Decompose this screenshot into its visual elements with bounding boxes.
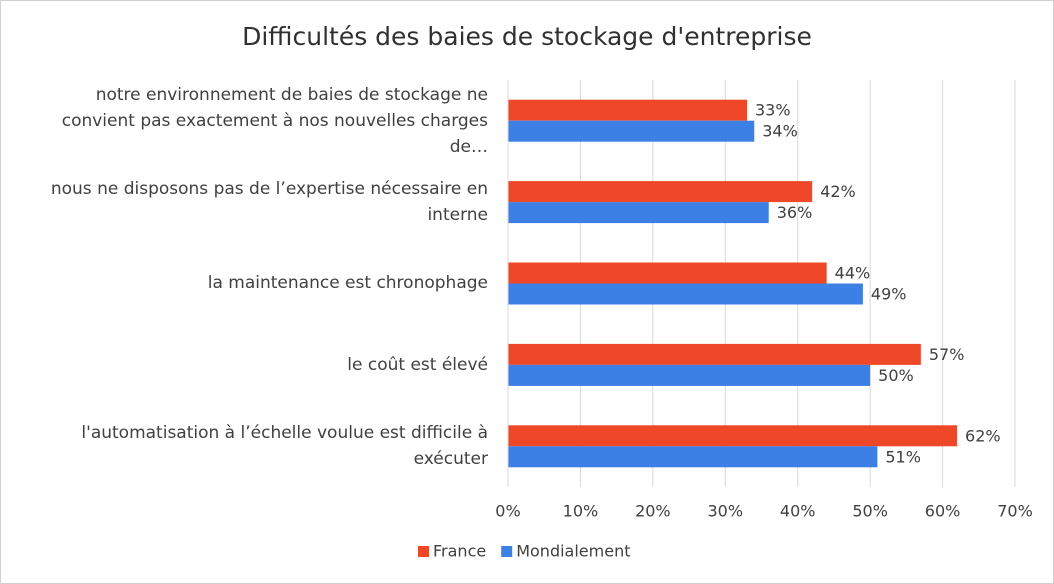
bar (508, 364, 871, 386)
data-label: 57% (929, 345, 965, 364)
chart-title: Difficultés des baies de stockage d'entr… (242, 22, 812, 51)
x-tick-label: 0% (495, 502, 520, 521)
legend-label: France (433, 542, 486, 561)
legend-label: Mondialement (516, 542, 630, 561)
bar (508, 283, 863, 305)
bar (508, 446, 878, 468)
y-tick-label: la maintenance est chronophage (207, 273, 488, 294)
x-tick-label: 70% (997, 502, 1033, 521)
legend-swatch (418, 546, 429, 557)
data-label: 62% (965, 426, 1001, 445)
legend-swatch (501, 546, 513, 557)
bar (508, 120, 755, 142)
data-label: 51% (885, 447, 921, 466)
y-tick-label: nous ne disposons pas de l’expertise néc… (50, 179, 488, 226)
data-label: 49% (871, 285, 907, 304)
data-label: 36% (777, 203, 813, 222)
data-label: 34% (762, 122, 798, 141)
x-tick-label: 30% (708, 502, 744, 521)
bar (508, 262, 827, 284)
x-tick-label: 60% (925, 502, 961, 521)
x-tick-label: 10% (563, 502, 599, 521)
bar (508, 99, 748, 121)
y-tick-label: le coût est élevé (347, 354, 488, 375)
y-tick-label: notre environnement de baies de stockage… (61, 84, 488, 157)
bar (508, 181, 813, 203)
x-tick-label: 20% (635, 502, 671, 521)
x-tick-label: 50% (852, 502, 888, 521)
data-label: 42% (820, 182, 856, 201)
bar (508, 202, 769, 224)
data-label: 50% (878, 366, 914, 385)
data-label: 44% (835, 264, 871, 283)
bar (508, 343, 921, 365)
bar (508, 425, 958, 447)
data-label: 33% (755, 101, 791, 120)
y-tick-label: l'automatisation à l’échelle voulue est … (81, 423, 488, 470)
x-tick-label: 40% (780, 502, 816, 521)
